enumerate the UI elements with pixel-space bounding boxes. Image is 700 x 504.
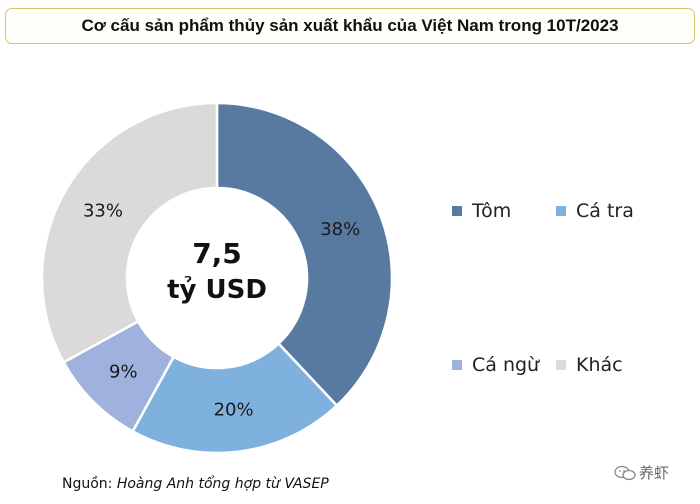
source-author: Hoàng Anh tổng hợp từ VASEP [116, 476, 329, 492]
legend-label-tom: Tôm [472, 200, 512, 222]
slice-label-ca-tra: 20% [214, 399, 254, 420]
legend-swatch-tom [452, 206, 462, 216]
legend-item-tom: Tôm [452, 200, 511, 222]
slice-ca-tra [130, 341, 339, 455]
legend-swatch-ca-tra [556, 206, 566, 216]
chart-title: Cơ cấu sản phẩm thủy sản xuất khẩu của V… [81, 16, 619, 35]
legend-label-ca-ngu: Cá ngừ [472, 354, 540, 376]
source-note: Nguồn: Hoàng Anh tổng hợp từ VASEP [62, 476, 329, 492]
legend-item-ca-ngu: Cá ngừ [452, 354, 539, 376]
slice-label-khac: 33% [83, 201, 123, 222]
wechat-icon [614, 465, 636, 480]
slice-khac [40, 101, 219, 365]
watermark-text: 养虾 [639, 465, 670, 482]
legend-label-ca-tra: Cá tra [576, 200, 634, 222]
legend-label-khac: Khác [576, 354, 623, 376]
legend-swatch-khac [556, 360, 566, 370]
center-value: 7,5 [192, 237, 242, 270]
legend-item-ca-tra: Cá tra [556, 200, 634, 222]
legend-item-khac: Khác [556, 354, 623, 376]
source-prefix: Nguồn: [62, 476, 113, 492]
slice-label-ca-ngu: 9% [109, 362, 138, 383]
slice-tom [215, 101, 394, 408]
legend-swatch-ca-ngu [452, 360, 462, 370]
chart-title-box: Cơ cấu sản phẩm thủy sản xuất khẩu của V… [5, 8, 695, 44]
watermark: 养虾 [614, 462, 669, 483]
center-unit: tỷ USD [167, 275, 267, 305]
slice-label-tom: 38% [320, 219, 360, 240]
